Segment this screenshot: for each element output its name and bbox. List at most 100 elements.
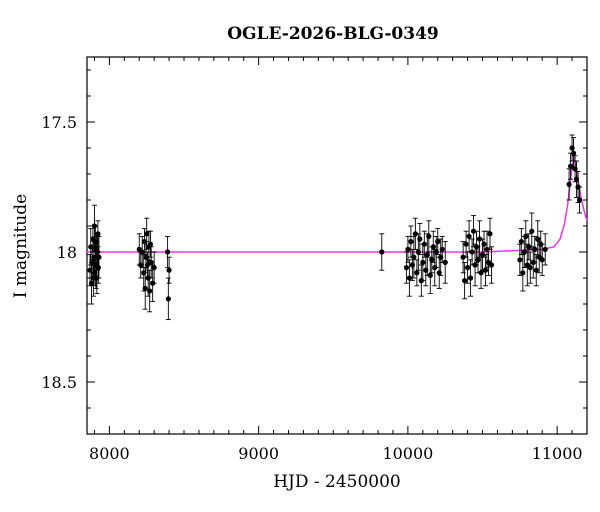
data-marker	[95, 231, 101, 237]
data-marker	[517, 257, 523, 263]
data-marker	[144, 231, 150, 237]
axis-ticks	[87, 57, 588, 435]
data-marker	[96, 254, 102, 260]
data-point	[527, 251, 533, 284]
data-point	[412, 217, 418, 250]
data-point	[482, 254, 489, 287]
data-point	[147, 230, 154, 258]
data-point	[566, 168, 572, 201]
data-marker	[442, 259, 448, 265]
data-point	[532, 235, 538, 263]
data-marker	[144, 262, 151, 268]
data-marker	[411, 254, 417, 260]
data-point	[466, 220, 472, 253]
data-marker	[535, 236, 541, 242]
data-point	[405, 235, 411, 263]
data-marker	[570, 150, 577, 156]
data-marker	[482, 267, 489, 273]
data-point	[542, 233, 548, 266]
data-marker	[475, 257, 481, 263]
data-point	[166, 256, 172, 284]
data-point	[487, 217, 493, 250]
data-point	[406, 259, 412, 297]
data-point	[421, 230, 427, 258]
data-marker	[403, 265, 410, 271]
data-marker	[165, 296, 171, 302]
data-marker	[164, 249, 171, 255]
data-marker	[529, 228, 535, 234]
data-point	[164, 235, 171, 269]
data-marker	[166, 267, 172, 273]
data-point	[442, 241, 448, 284]
data-marker	[88, 280, 95, 286]
data-marker	[412, 231, 418, 237]
data-marker	[151, 265, 157, 271]
data-marker	[464, 265, 471, 271]
data-marker	[462, 278, 468, 284]
data-point	[147, 269, 153, 313]
y-axis-label: I magnitude	[11, 194, 31, 298]
data-marker	[527, 265, 533, 271]
data-point	[567, 152, 574, 180]
data-point	[576, 186, 583, 214]
data-marker	[420, 259, 426, 265]
data-point	[95, 220, 101, 248]
data-marker	[435, 239, 441, 245]
data-marker	[95, 265, 101, 271]
data-points-layer	[87, 134, 583, 321]
data-point	[539, 243, 545, 276]
data-point	[427, 256, 433, 295]
data-point	[462, 261, 468, 300]
model-curve	[87, 155, 588, 253]
data-marker	[576, 197, 583, 203]
data-point	[526, 233, 532, 261]
data-marker	[469, 249, 475, 255]
data-marker	[466, 233, 472, 239]
data-marker	[414, 270, 420, 276]
data-point	[476, 220, 483, 258]
data-marker	[148, 259, 154, 265]
data-marker	[520, 270, 526, 276]
data-point	[472, 243, 478, 287]
data-marker	[142, 285, 148, 291]
data-point	[379, 233, 385, 271]
data-marker	[421, 241, 427, 247]
data-marker	[406, 275, 412, 281]
data-marker	[526, 244, 532, 250]
data-marker	[408, 239, 414, 245]
data-marker	[427, 272, 433, 278]
chart-title: OGLE-2026-BLG-0349	[227, 24, 439, 44]
data-marker	[426, 233, 432, 239]
data-marker	[523, 233, 529, 239]
data-point	[463, 230, 469, 258]
data-marker	[481, 241, 487, 247]
y-tick-label: 18	[57, 243, 77, 262]
data-marker	[476, 236, 483, 242]
data-point	[481, 230, 487, 258]
x-tick-labels: 8000 9000 10000 11000	[89, 444, 583, 463]
data-marker	[463, 241, 469, 247]
data-marker	[488, 262, 495, 268]
data-marker	[417, 236, 423, 242]
data-point	[144, 217, 150, 250]
data-point	[529, 212, 535, 250]
data-marker	[405, 246, 411, 252]
data-marker	[566, 181, 572, 187]
data-marker	[518, 239, 524, 245]
data-point	[417, 222, 423, 256]
data-point	[426, 220, 432, 253]
data-marker	[430, 244, 436, 250]
x-tick-label: 10000	[382, 444, 433, 463]
data-marker	[470, 228, 477, 234]
data-point	[411, 235, 417, 279]
y-tick-label: 18.5	[41, 373, 77, 392]
data-marker	[379, 249, 385, 255]
data-marker	[533, 267, 539, 273]
data-marker	[539, 257, 545, 263]
data-marker	[567, 163, 574, 169]
plot-frame	[86, 56, 588, 435]
x-tick-label: 11000	[532, 444, 583, 463]
x-tick-label: 8000	[89, 444, 130, 463]
data-marker	[139, 249, 145, 255]
data-marker	[472, 262, 478, 268]
